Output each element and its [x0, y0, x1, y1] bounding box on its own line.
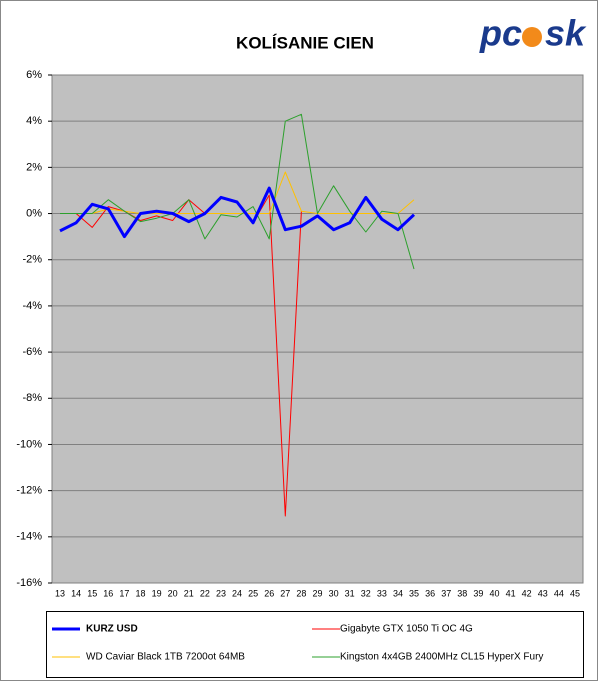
x-tick-label: 23	[216, 588, 226, 598]
x-tick-label: 29	[312, 588, 322, 598]
y-tick-label: 2%	[26, 161, 42, 173]
logo-text: pc	[479, 13, 522, 54]
x-tick-label: 20	[168, 588, 178, 598]
x-tick-label: 30	[329, 588, 339, 598]
plot-area	[51, 74, 584, 584]
y-tick-label: 4%	[26, 115, 42, 127]
line-series	[60, 113, 415, 270]
x-tick-label: 39	[473, 588, 483, 598]
x-tick-label: 41	[506, 588, 516, 598]
y-tick-label: -10%	[16, 438, 42, 450]
x-tick-label: 21	[184, 588, 194, 598]
y-tick-label: -6%	[22, 346, 42, 358]
x-tick-label: 27	[280, 588, 290, 598]
legend-label: KURZ USD	[86, 624, 138, 635]
x-tick-label: 42	[522, 588, 532, 598]
x-tick-label: 37	[441, 588, 451, 598]
x-tick-label: 32	[361, 588, 371, 598]
x-tick-label: 43	[538, 588, 548, 598]
legend-label: Kingston 4x4GB 2400MHz CL15 HyperX Fury	[340, 652, 543, 663]
logo-flame	[522, 27, 542, 47]
y-tick-label: 6%	[26, 69, 42, 81]
y-tick-label: -2%	[22, 254, 42, 266]
x-tick-label: 28	[296, 588, 306, 598]
x-tick-label: 13	[55, 588, 65, 598]
x-tick-label: 31	[345, 588, 355, 598]
x-tick-label: 22	[200, 588, 210, 598]
x-tick-label: 44	[554, 588, 564, 598]
x-tick-label: 26	[264, 588, 274, 598]
x-tick-label: 18	[135, 588, 145, 598]
x-tick-label: 38	[457, 588, 467, 598]
y-tick-label: -16%	[16, 577, 42, 589]
x-tick-label: 34	[393, 588, 403, 598]
logo: pc sk	[479, 13, 587, 54]
y-tick-label: -4%	[22, 300, 42, 312]
x-tick-label: 24	[232, 588, 242, 598]
x-tick-label: 45	[570, 588, 580, 598]
x-tick-label: 15	[87, 588, 97, 598]
x-tick-label: 25	[248, 588, 258, 598]
legend-label: WD Caviar Black 1TB 7200ot 64MB	[86, 652, 245, 663]
logo-text: sk	[545, 13, 587, 54]
x-tick-label: 40	[489, 588, 499, 598]
x-tick-label: 33	[377, 588, 387, 598]
y-tick-label: 0%	[26, 207, 42, 219]
chart-title: KOLÍSANIE CIEN	[236, 33, 374, 52]
x-tick-label: 19	[152, 588, 162, 598]
x-tick-label: 36	[425, 588, 435, 598]
y-tick-label: -8%	[22, 392, 42, 404]
x-tick-label: 35	[409, 588, 419, 598]
x-tick-label: 16	[103, 588, 113, 598]
x-tick-label: 14	[71, 588, 81, 598]
y-tick-label: -14%	[16, 531, 42, 543]
x-tick-label: 17	[119, 588, 129, 598]
legend	[46, 611, 584, 678]
line-series	[59, 186, 416, 239]
y-tick-label: -12%	[16, 485, 42, 497]
legend-label: Gigabyte GTX 1050 Ti OC 4G	[340, 624, 473, 635]
